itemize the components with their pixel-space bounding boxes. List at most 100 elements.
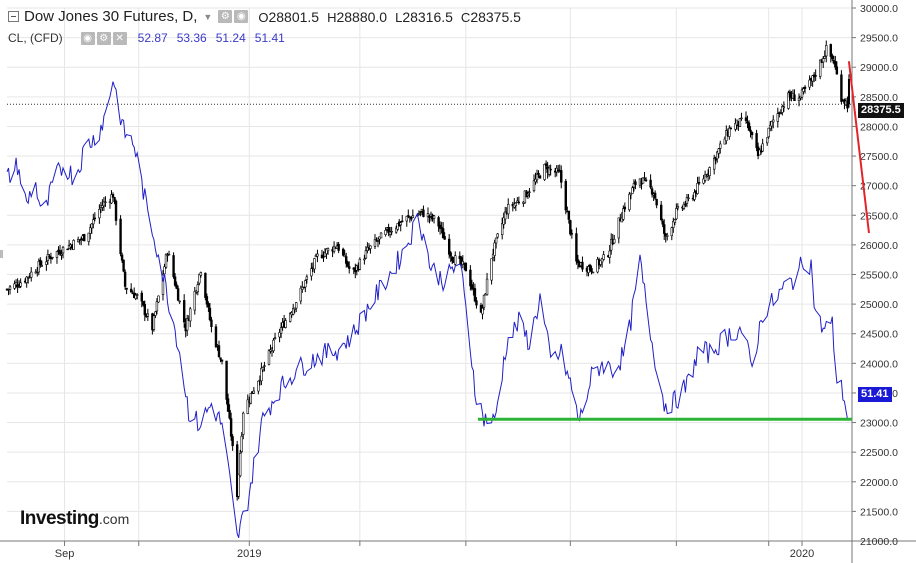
candle-body xyxy=(228,410,231,419)
candle-body xyxy=(19,282,22,287)
price-axis-label: 29000.0 xyxy=(860,62,898,74)
visibility-icon[interactable]: ◉ xyxy=(234,10,249,23)
candle-body xyxy=(345,256,348,264)
candle-body xyxy=(51,256,54,259)
instrument-title[interactable]: Dow Jones 30 Futures, D, xyxy=(24,8,198,25)
candle-body xyxy=(101,205,104,208)
candle-body xyxy=(532,180,536,192)
close-icon[interactable]: ✕ xyxy=(112,31,127,45)
candle-body xyxy=(670,227,673,237)
price-axis-label: 24500.0 xyxy=(860,329,898,341)
candle-body xyxy=(543,163,546,180)
time-axis-label: Sep xyxy=(55,548,75,560)
candle-body xyxy=(198,273,201,284)
candle-body xyxy=(175,284,178,289)
candle-body xyxy=(800,89,804,98)
overlay-value-1: 52.87 xyxy=(137,31,168,45)
candle-body xyxy=(650,188,654,195)
candle-body xyxy=(143,304,147,316)
candle-body xyxy=(173,276,177,286)
overlay-last-tag: 51.41 xyxy=(858,387,892,402)
candle-body xyxy=(846,101,849,109)
candle-body xyxy=(37,261,41,273)
close-value: 28375.5 xyxy=(470,8,521,25)
candle-body xyxy=(641,177,645,184)
candle-body xyxy=(111,194,115,198)
candle-body xyxy=(278,332,281,338)
candle-body xyxy=(166,254,169,257)
candle-body xyxy=(802,88,805,92)
candle-body xyxy=(502,217,505,225)
candle-body xyxy=(441,228,445,239)
candle-body xyxy=(87,232,90,242)
candle-body xyxy=(451,256,454,262)
candle-body xyxy=(146,313,150,317)
candle-body xyxy=(123,271,127,287)
candle-body xyxy=(750,131,754,136)
collapse-icon[interactable] xyxy=(8,11,19,22)
candle-body xyxy=(663,224,666,234)
candle-body xyxy=(172,255,175,278)
candle-body xyxy=(134,294,137,299)
price-axis-label: 24000.0 xyxy=(860,358,898,370)
candle-body xyxy=(113,197,116,202)
logo-suffix: .com xyxy=(98,511,130,527)
candle-body xyxy=(8,286,12,290)
candle-body xyxy=(719,143,722,149)
candle-body xyxy=(464,262,468,272)
candle-body xyxy=(152,315,156,330)
candle-body xyxy=(60,253,63,256)
candle-body xyxy=(620,217,624,223)
candle-body xyxy=(323,252,327,257)
candle-body xyxy=(697,181,701,184)
candle-body xyxy=(417,213,421,215)
candle-body xyxy=(72,240,75,250)
candle-body xyxy=(136,294,139,296)
candle-body xyxy=(705,175,708,178)
candle-body xyxy=(675,208,678,220)
candle-body xyxy=(313,258,316,270)
candle-body xyxy=(102,201,106,207)
candle-body xyxy=(292,308,295,315)
candle-body xyxy=(226,398,230,412)
candle-body xyxy=(666,234,669,237)
candle-body xyxy=(196,284,200,293)
candle-body xyxy=(740,117,743,120)
ohlc-low: L28316.5 xyxy=(395,9,453,25)
candle-body xyxy=(110,194,113,204)
candle-body xyxy=(613,238,616,244)
candle-body xyxy=(767,127,770,138)
candle-body xyxy=(207,303,210,308)
candle-body xyxy=(569,220,572,235)
settings-icon[interactable]: ⚙ xyxy=(218,10,233,23)
candle-body xyxy=(822,58,825,63)
candle-body xyxy=(475,300,478,306)
candle-body xyxy=(703,174,707,181)
candle-body xyxy=(261,367,265,371)
candle-body xyxy=(534,178,537,183)
ohlc-high: H28880.0 xyxy=(327,9,387,25)
candle-body xyxy=(749,129,752,133)
settings-icon[interactable]: ⚙ xyxy=(96,31,111,45)
candle-body xyxy=(803,86,807,89)
candle-body xyxy=(738,118,742,127)
overlay-title[interactable]: CL, (CFD) xyxy=(8,31,63,45)
candle-body xyxy=(831,55,834,60)
candle-body xyxy=(447,238,451,255)
visibility-icon[interactable]: ◉ xyxy=(80,31,95,45)
open-label: O xyxy=(258,9,269,25)
price-axis-label: 27500.0 xyxy=(860,151,898,163)
chevron-down-icon[interactable]: ▼ xyxy=(203,11,213,22)
candle-body xyxy=(39,259,42,266)
candle-body xyxy=(437,217,440,227)
candle-body xyxy=(491,253,495,258)
price-axis-label: 29500.0 xyxy=(860,33,898,45)
candle-body xyxy=(782,106,786,109)
candle-body xyxy=(129,288,133,293)
investing-logo[interactable]: Investing.com xyxy=(20,508,129,530)
candle-body xyxy=(40,265,44,267)
candle-body xyxy=(537,172,540,175)
candle-body xyxy=(305,276,309,280)
